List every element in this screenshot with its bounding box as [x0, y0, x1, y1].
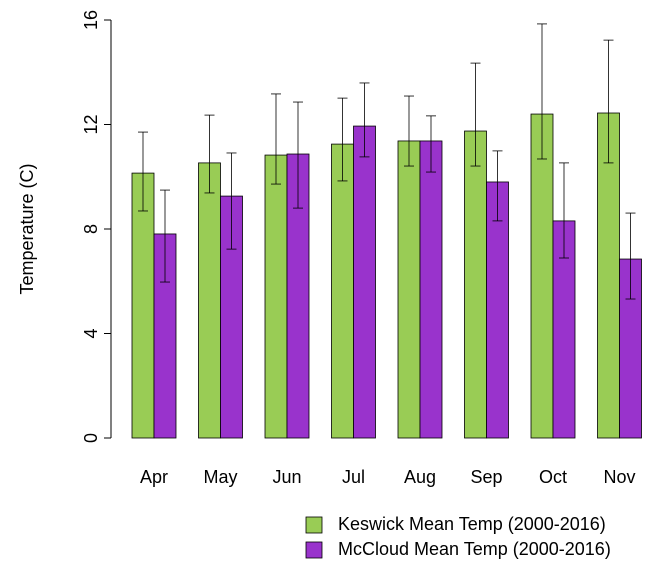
y-axis-label: Temperature (C) [17, 163, 37, 294]
legend-label: Keswick Mean Temp (2000-2016) [338, 514, 606, 534]
bar [464, 130, 487, 439]
bar [131, 172, 155, 439]
bar [331, 143, 354, 439]
y-tick-label: 12 [81, 114, 101, 134]
legend-swatch [305, 516, 323, 534]
bar [419, 140, 443, 439]
bar [353, 125, 376, 439]
x-tick-label: Sep [470, 467, 502, 487]
y-tick-label: 16 [81, 10, 101, 30]
y-tick-label: 8 [81, 224, 101, 234]
bar [530, 113, 554, 439]
y-tick-label: 4 [81, 328, 101, 338]
x-tick-label: Jul [342, 467, 365, 487]
bar [264, 154, 288, 439]
x-tick-label: May [203, 467, 237, 487]
x-tick-label: Nov [603, 467, 635, 487]
x-tick-label: Aug [404, 467, 436, 487]
y-tick-label: 0 [81, 433, 101, 443]
x-tick-label: Jun [272, 467, 301, 487]
legend-label: McCloud Mean Temp (2000-2016) [338, 539, 611, 559]
bar [198, 162, 221, 439]
x-tick-label: Oct [539, 467, 567, 487]
x-tick-label: Apr [140, 467, 168, 487]
bar [397, 140, 421, 439]
legend-swatch [305, 541, 323, 559]
